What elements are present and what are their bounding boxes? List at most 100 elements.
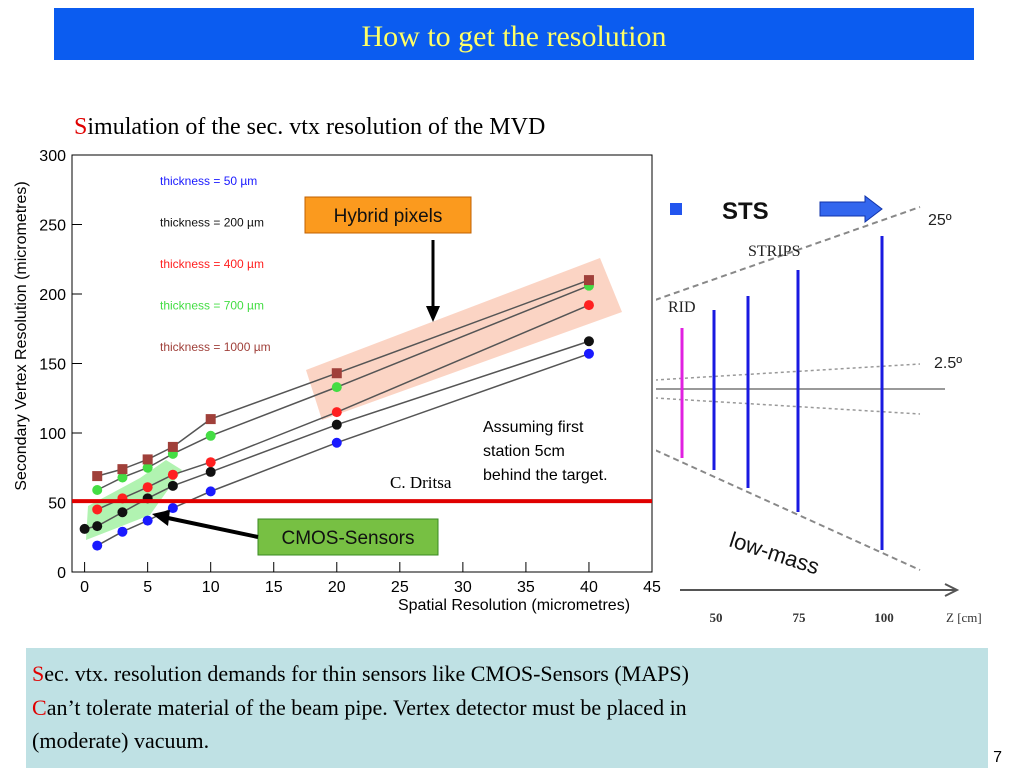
point <box>92 471 103 482</box>
point <box>167 469 178 480</box>
assumption-line: station 5cm <box>483 443 565 460</box>
point <box>142 482 153 493</box>
initial: S <box>32 661 44 686</box>
point <box>583 275 594 286</box>
point <box>331 368 342 379</box>
cone-inner-upper <box>654 363 921 381</box>
z-tick-label: 75 <box>793 610 807 625</box>
sts-label: STS <box>722 198 769 225</box>
sts-arrow <box>819 194 883 224</box>
cone-upper <box>654 206 921 301</box>
assumption-line: Assuming first <box>483 419 584 436</box>
point <box>205 457 216 468</box>
detector-diagram: STS STRIPS RID 25º 2.5º low-mass 50 75 1… <box>653 172 1013 632</box>
note-line: Sec. vtx. resolution demands for thin se… <box>32 661 689 686</box>
point <box>331 437 342 448</box>
cone-inner-lower <box>654 397 921 415</box>
x-tick-label: 10 <box>202 579 220 596</box>
legend-entry: thickness = 400 µm <box>160 257 264 271</box>
x-tick-label: 30 <box>454 579 472 596</box>
x-tick-label: 15 <box>265 579 283 596</box>
assumption-line: behind the target. <box>483 467 608 484</box>
title-bar <box>54 8 974 60</box>
point <box>205 466 216 477</box>
point <box>117 526 128 537</box>
point <box>331 407 342 418</box>
y-tick-label: 50 <box>48 496 66 513</box>
point <box>142 462 153 473</box>
hybrid-label: RID <box>668 299 696 316</box>
legend-entry: thickness = 50 µm <box>160 174 257 188</box>
cmos-box <box>257 518 439 556</box>
y-tick-label: 100 <box>39 426 66 443</box>
hybrid-label: Hybrid pixels <box>334 206 443 227</box>
z-tick-label: 50 <box>710 610 723 625</box>
arrow <box>167 516 259 539</box>
arrow-tail <box>670 203 682 215</box>
y-tick-label: 200 <box>39 287 66 304</box>
cmos-label: CMOS-Sensors <box>281 528 414 549</box>
point <box>117 464 128 475</box>
diagram-bg <box>653 172 1013 632</box>
point <box>583 336 594 347</box>
point <box>92 484 103 495</box>
note-text: an’t tolerate material of the beam pipe.… <box>47 695 687 720</box>
page-number: 7 <box>993 749 1002 766</box>
y-tick-label: 0 <box>57 565 66 582</box>
angle-label: 2.5º <box>934 355 962 372</box>
x-tick-label: 5 <box>143 579 152 596</box>
point <box>79 523 90 534</box>
x-tick-label: 35 <box>517 579 535 596</box>
arrowhead <box>152 510 170 526</box>
credit: C. Dritsa <box>390 473 452 492</box>
initial: C <box>32 695 47 720</box>
legend-entry: thickness = 200 µm <box>160 216 264 230</box>
point <box>331 382 342 393</box>
notes: Sec. vtx. resolution demands for thin se… <box>32 661 689 753</box>
x-tick-label: 20 <box>328 579 346 596</box>
y-tick-label: 250 <box>39 218 66 235</box>
z-axis-arrow <box>944 583 960 597</box>
point <box>583 348 594 359</box>
point <box>583 300 594 311</box>
note-text: ec. vtx. resolution demands for thin sen… <box>44 661 689 686</box>
z-axis-label: Z [cm] <box>946 610 982 625</box>
angle-label: 25º <box>928 212 952 229</box>
point <box>331 419 342 430</box>
point <box>142 454 153 465</box>
x-axis-label: Spatial Resolution (micrometres) <box>398 597 630 614</box>
hybrid-box <box>304 196 472 234</box>
x-tick-label: 0 <box>80 579 89 596</box>
y-axis-label: Secondary Vertex Resolution (micrometres… <box>13 181 30 490</box>
chart-annotations: Hybrid pixels CMOS-Sensors Assuming firs… <box>152 196 608 556</box>
point <box>117 472 128 483</box>
hybrid-highlight <box>306 258 622 420</box>
subtitle: Simulation of the sec. vtx resolution of… <box>74 114 545 140</box>
point <box>167 503 178 514</box>
point <box>167 441 178 452</box>
point <box>117 507 128 518</box>
subtitle-text: imulation of the sec. vtx resolution of … <box>87 114 545 140</box>
point <box>92 504 103 515</box>
strips-label: STRIPS <box>748 243 800 260</box>
z-tick-label: 100 <box>874 610 894 625</box>
x-tick-label: 25 <box>391 579 409 596</box>
x-tick-label: 40 <box>580 579 598 596</box>
cone-lower <box>654 449 921 571</box>
title: How to get the resolution <box>362 20 667 53</box>
notes-box <box>26 648 988 768</box>
note-line: (moderate) vacuum. <box>32 728 209 753</box>
note-text: (moderate) vacuum. <box>32 728 209 753</box>
legend-entry: thickness = 1000 µm <box>160 340 271 354</box>
point <box>92 521 103 532</box>
initial: S <box>74 114 87 140</box>
y-tick-label: 300 <box>39 148 66 165</box>
point <box>92 540 103 551</box>
y-tick-label: 150 <box>39 357 66 374</box>
point <box>205 430 216 441</box>
point <box>205 486 216 497</box>
arrowhead <box>426 306 440 322</box>
x-tick-label: 45 <box>643 579 661 596</box>
legend-entry: thickness = 700 µm <box>160 299 264 313</box>
